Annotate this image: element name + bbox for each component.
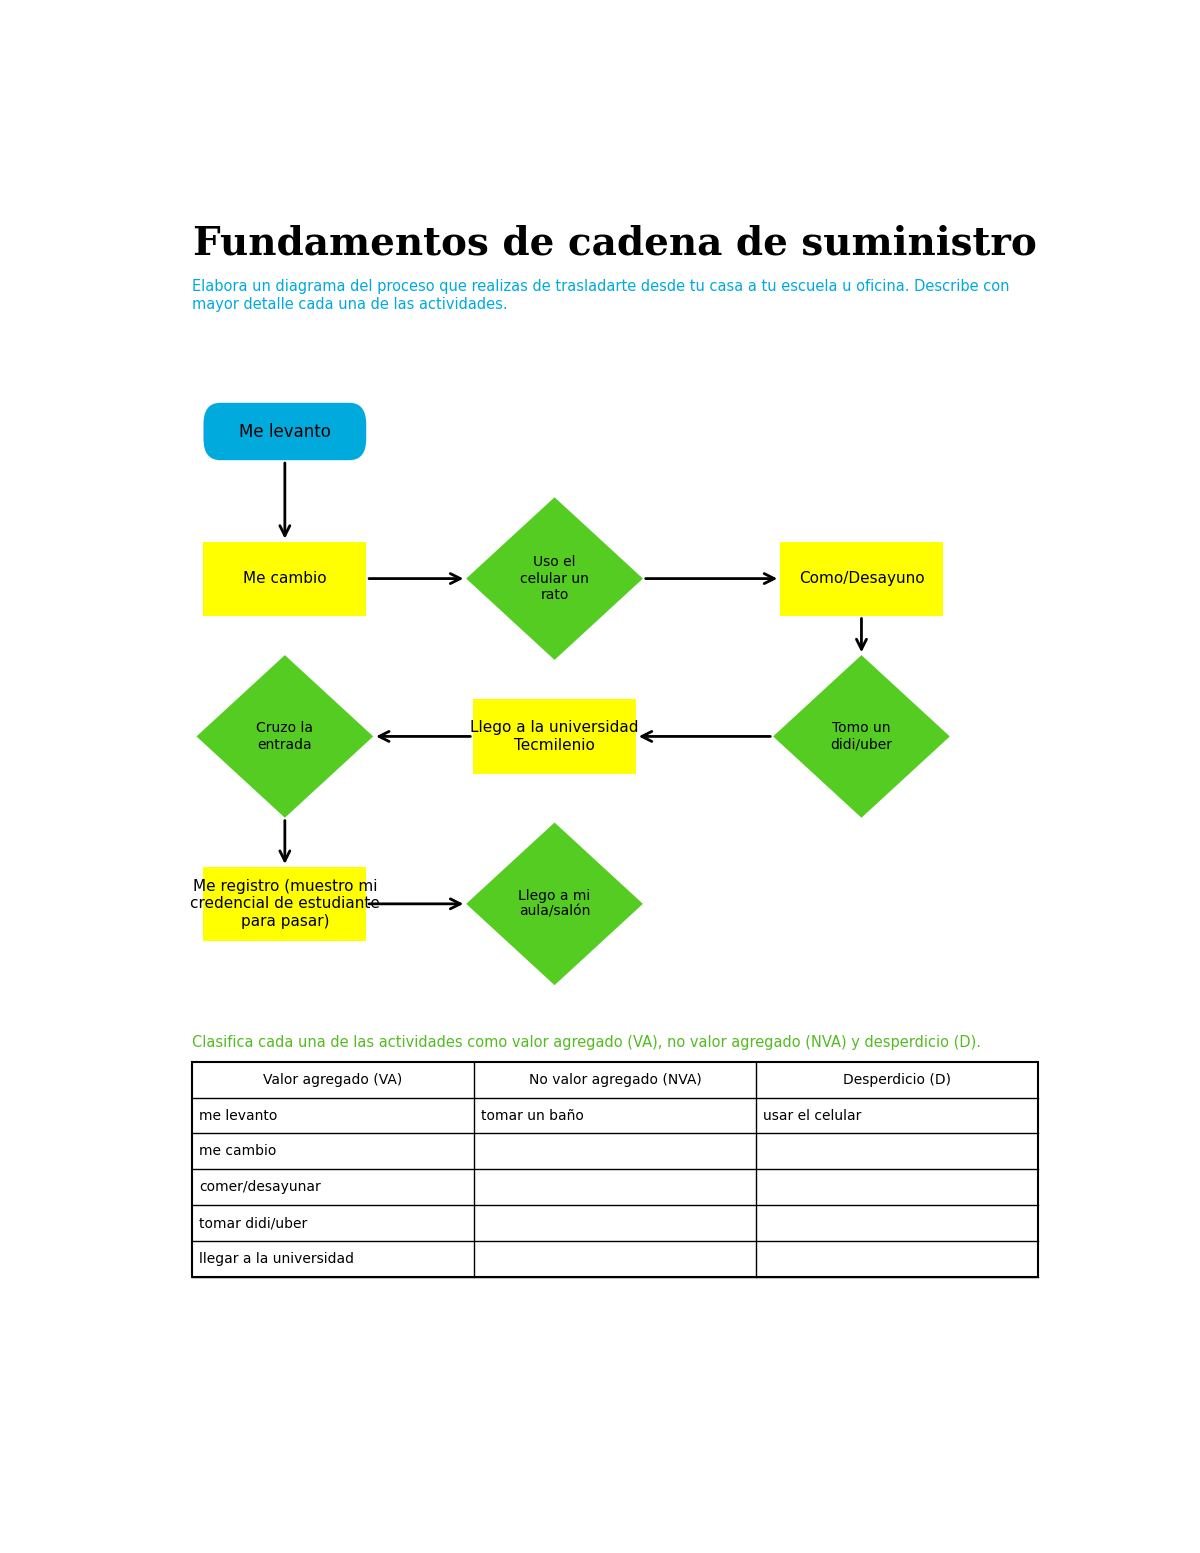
Text: tomar didi/uber: tomar didi/uber <box>199 1216 307 1230</box>
Bar <box>204 542 366 615</box>
Text: Me levanto: Me levanto <box>239 422 331 441</box>
Text: Llego a mi
aula/salón: Llego a mi aula/salón <box>518 888 590 919</box>
Bar <box>204 867 366 941</box>
Bar <box>473 699 636 773</box>
Bar <box>780 542 943 615</box>
Text: llegar a la universidad: llegar a la universidad <box>199 1252 354 1266</box>
Text: Valor agregado (VA): Valor agregado (VA) <box>263 1073 402 1087</box>
FancyBboxPatch shape <box>204 402 366 460</box>
Text: me cambio: me cambio <box>199 1145 277 1159</box>
Text: comer/desayunar: comer/desayunar <box>199 1180 322 1194</box>
Text: usar el celular: usar el celular <box>763 1109 862 1123</box>
Text: Llego a la universidad
Tecmilenio: Llego a la universidad Tecmilenio <box>470 721 638 753</box>
Text: Cruzo la
entrada: Cruzo la entrada <box>257 721 313 752</box>
Text: Desperdicio (D): Desperdicio (D) <box>844 1073 952 1087</box>
Bar <box>192 1062 1038 1277</box>
Text: Fundamentos de cadena de suministro: Fundamentos de cadena de suministro <box>193 225 1037 262</box>
Polygon shape <box>773 655 950 818</box>
Text: me levanto: me levanto <box>199 1109 277 1123</box>
Text: No valor agregado (NVA): No valor agregado (NVA) <box>529 1073 701 1087</box>
Text: Uso el
celular un
rato: Uso el celular un rato <box>520 556 589 601</box>
Text: Clasifica cada una de las actividades como valor agregado (VA), no valor agregad: Clasifica cada una de las actividades co… <box>192 1034 980 1050</box>
Polygon shape <box>466 823 643 985</box>
Text: tomar un baño: tomar un baño <box>481 1109 584 1123</box>
Text: Me cambio: Me cambio <box>244 572 326 585</box>
Text: Me registro (muestro mi
credencial de estudiante
para pasar): Me registro (muestro mi credencial de es… <box>190 879 379 929</box>
Text: Como/Desayuno: Como/Desayuno <box>799 572 924 585</box>
Polygon shape <box>197 655 373 818</box>
Text: Tomo un
didi/uber: Tomo un didi/uber <box>830 721 893 752</box>
Text: mayor detalle cada una de las actividades.: mayor detalle cada una de las actividade… <box>192 297 508 312</box>
Polygon shape <box>466 497 643 660</box>
Text: Elabora un diagrama del proceso que realizas de trasladarte desde tu casa a tu e: Elabora un diagrama del proceso que real… <box>192 280 1009 295</box>
